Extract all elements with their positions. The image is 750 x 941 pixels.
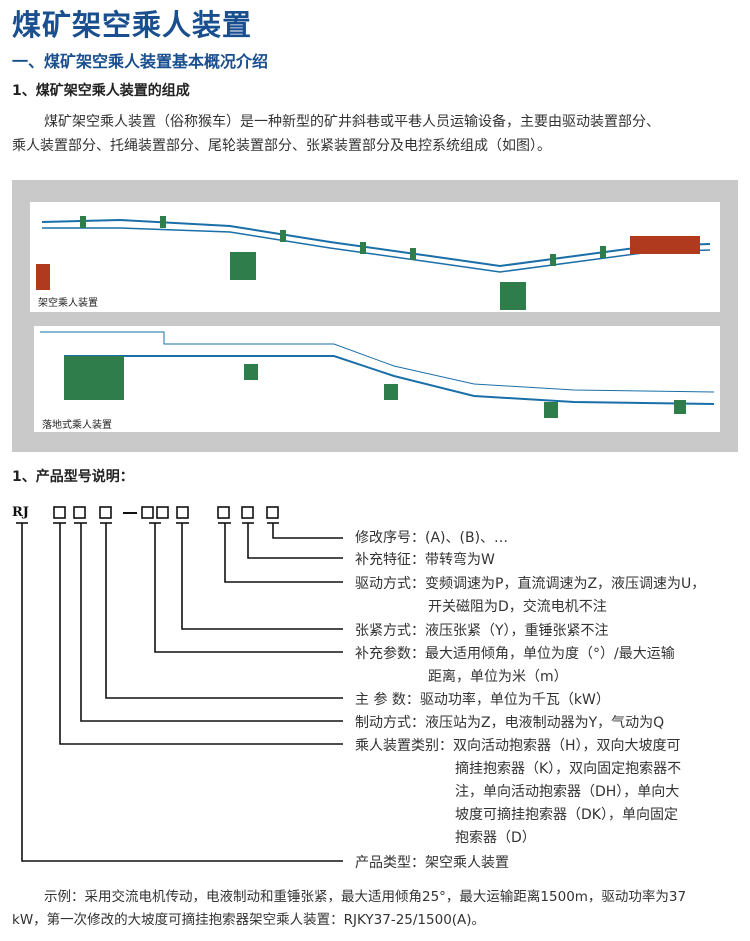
page-title: 煤矿架空乘人装置 [12,8,253,42]
overhead-panel: 架空乘人装置 [30,202,720,312]
label-drive-mode-cont: 开关磁阻为D，交流电机不注 [428,599,607,615]
example-line2: kW，第一次修改的大坡度可摘挂抱索器架空乘人装置：RJKY37-25/1500(… [12,912,486,928]
label-supplementary-params-cont: 距离，单位为米（m） [428,669,568,685]
label-drive-mode: 驱动方式：变频调速为P，直流调速为Z，液压调速为U， [355,576,706,592]
intro-paragraph-line1: 煤矿架空乘人装置（俗称猴车）是一种新型的矿井斜巷或平巷人员运输设备，主要由驱动装… [44,114,660,130]
label-rider-type-cont1: 摘挂抱索器（K），双向固定抱索器不 [455,761,682,777]
system-figure: 架空乘人装置 落地式乘人装置 [12,180,738,452]
label-rider-type-cont2: 注，单向活动抱索器（DH），单向大 [455,784,680,800]
label-rider-type: 乘人装置类别：双向活动抱索器（H），双向大坡度可 [355,738,681,754]
floor-diagram [40,331,715,418]
panel1-label: 架空乘人装置 [38,298,98,309]
label-main-param: 主 参 数：驱动功率，单位为千瓦（kW） [355,692,610,708]
subsection-heading: 1、煤矿架空乘人装置的组成 [12,83,190,99]
label-revision: 修改序号：(A)、(B)、… [355,530,509,546]
label-rider-type-cont3: 坡度可摘挂抱索器（DK），单向固定 [455,807,678,823]
floor-panel: 落地式乘人装置 [34,326,720,432]
label-supplementary-feature: 补充特征：带转弯为W [355,552,495,568]
label-brake-mode: 制动方式：液压站为Z，电液制动器为Y，气动为Q [355,715,665,731]
label-supplementary-params: 补充参数：最大适用倾角，单位为度（°）/最大运输 [355,646,675,662]
example-line1: 示例：采用交流电机传动，电液制动和重锤张紧，最大适用倾角25°，最大运输距离15… [44,889,687,905]
label-tension-mode: 张紧方式：液压张紧（Y），重锤张紧不注 [355,623,609,639]
section-heading: 一、煤矿架空乘人装置基本概况介绍 [12,52,269,71]
label-product-type: 产品类型：架空乘人装置 [355,855,509,871]
model-heading: 1、产品型号说明： [12,469,134,485]
model-prefix: RJ [12,505,29,520]
overhead-diagram [36,216,711,310]
label-rider-type-cont4: 抱索器（D） [455,830,536,846]
intro-paragraph-line2: 乘人装置部分、托绳装置部分、尾轮装置部分、张紧装置部分及电控系统组成（如图）。 [12,138,551,154]
panel2-label: 落地式乘人装置 [42,420,112,431]
